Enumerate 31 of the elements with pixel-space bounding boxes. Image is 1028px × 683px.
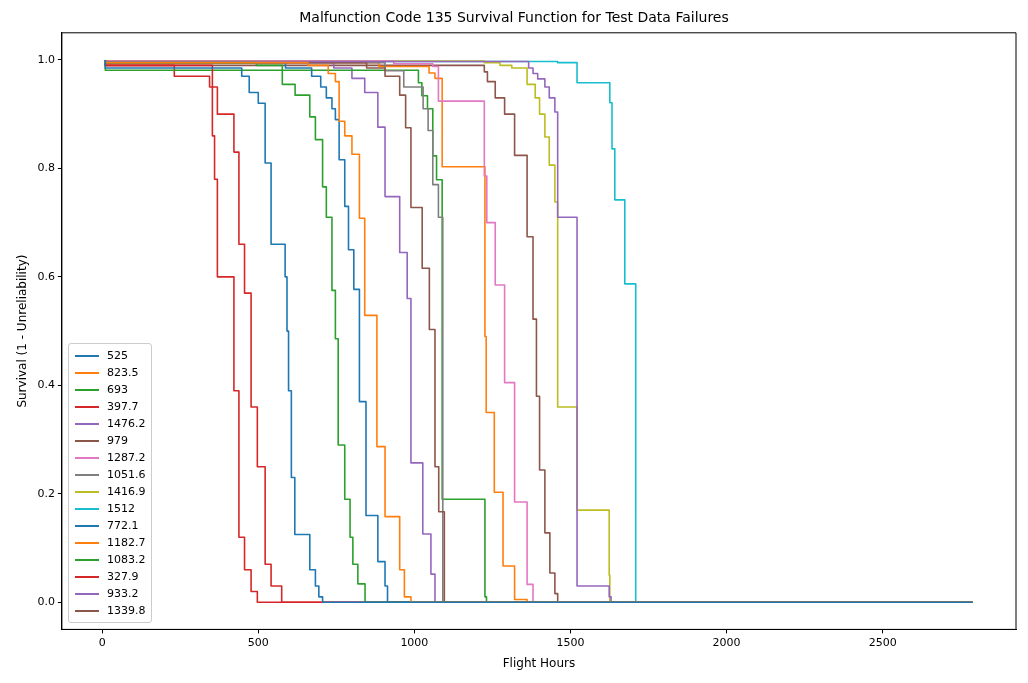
y-tick-label: 0.2 xyxy=(37,486,55,500)
legend-label: 1287.2 xyxy=(106,451,146,465)
legend-label: 1512 xyxy=(106,502,135,516)
legend-label: 525 xyxy=(106,349,128,363)
legend-label: 1416.9 xyxy=(106,485,146,499)
y-tick-label: 0.6 xyxy=(37,269,55,283)
legend-label: 693 xyxy=(106,383,128,397)
y-tick-label: 1.0 xyxy=(37,52,55,66)
x-tick-label: 500 xyxy=(247,635,269,649)
legend-label: 1182.7 xyxy=(106,536,146,550)
x-tick-label: 0 xyxy=(98,635,106,649)
y-tick-label: 0.0 xyxy=(37,595,55,609)
y-tick-label: 0.4 xyxy=(37,378,55,392)
legend-label: 933.2 xyxy=(106,587,139,601)
legend-label: 397.7 xyxy=(106,400,139,414)
legend-label: 979 xyxy=(106,434,128,448)
x-axis-title: Flight Hours xyxy=(502,655,576,670)
legend-label: 1476.2 xyxy=(106,417,146,431)
legend-label: 1339.8 xyxy=(106,604,146,618)
x-tick-label: 1500 xyxy=(556,635,585,649)
y-tick-label: 0.8 xyxy=(37,161,55,175)
chart-title: Malfunction Code 135 Survival Function for Test Data Failures xyxy=(299,9,729,26)
y-axis-title: Survival (1 - Unreliability) xyxy=(15,254,30,408)
legend-label: 1051.6 xyxy=(106,468,146,482)
legend-label: 1083.2 xyxy=(106,553,146,567)
legend-label: 823.5 xyxy=(106,366,139,380)
x-tick-label: 2500 xyxy=(868,635,897,649)
legend-label: 772.1 xyxy=(106,519,139,533)
legend-label: 327.9 xyxy=(106,570,139,584)
x-tick-label: 1000 xyxy=(400,635,429,649)
x-tick-label: 2000 xyxy=(712,635,741,649)
